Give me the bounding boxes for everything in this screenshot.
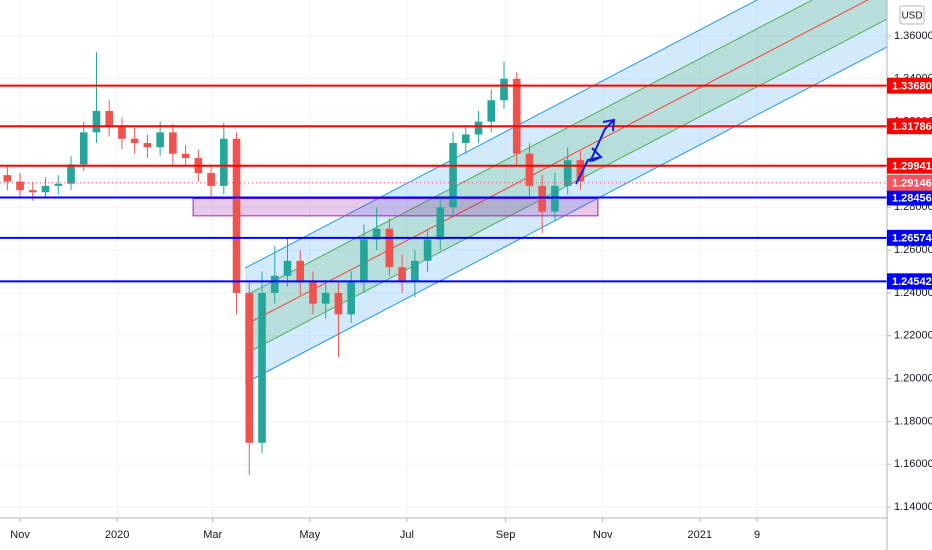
x-tick-label: May [299, 529, 320, 541]
candle-body [436, 207, 445, 240]
candle-body [321, 292, 330, 304]
candle-body [411, 260, 419, 283]
candle-body [232, 138, 241, 293]
candle-body [449, 143, 457, 208]
y-tick-label: 1.16000 [894, 458, 932, 470]
arrows [575, 118, 616, 185]
overlay: 1.33680 1.31786 1.29941 1.28456 1.26574 1.245… [887, 77, 932, 290]
candle-body [67, 164, 75, 184]
last-price-label: 1.29146 [892, 178, 932, 190]
candle-body [118, 125, 126, 139]
candle-body [143, 143, 152, 148]
candle-body [219, 138, 228, 186]
candle-body [283, 260, 292, 276]
candle-body [92, 110, 101, 133]
candle-body [245, 292, 254, 443]
candle-body [500, 78, 508, 101]
candle-body [347, 282, 355, 315]
candle-body [16, 181, 24, 191]
y-tick-label: 1.36000 [894, 30, 932, 42]
level-label: 1.26574 [892, 233, 932, 245]
candle-body [551, 185, 559, 212]
zone [192, 198, 599, 217]
channel-line [244, 0, 759, 269]
level-label: 1.24542 [892, 276, 932, 288]
x-tick-label: Mar [203, 529, 222, 541]
candle-body [461, 134, 470, 144]
grid [0, 0, 887, 518]
candle-body [105, 110, 114, 126]
x-tick-label: Nov [593, 529, 613, 541]
candle-body [54, 183, 63, 186]
candle-body [41, 185, 50, 193]
candle-body [576, 160, 585, 182]
y-tick-label: 1.26000 [894, 244, 932, 256]
last-price-box [887, 174, 932, 191]
candle-body [28, 190, 37, 193]
candle-body [156, 132, 164, 148]
x-tick-label: Jul [400, 529, 414, 541]
candle-body [169, 132, 177, 154]
candle-body [385, 228, 394, 268]
candle-body [423, 239, 432, 261]
candle-body [512, 78, 521, 154]
candle-body [258, 292, 266, 443]
candle-body [563, 160, 572, 186]
arrow [589, 119, 615, 163]
currency: USD [901, 11, 922, 22]
arrow-head [602, 118, 616, 132]
channel-line [244, 0, 869, 326]
level-label: 1.29941 [892, 161, 932, 173]
level-label-box [887, 273, 932, 290]
x-tick-label: 2020 [105, 529, 129, 541]
currency-box[interactable] [899, 5, 925, 25]
x-tick-label: Sep [496, 529, 516, 541]
candle-body [270, 275, 279, 293]
level-label-box [887, 229, 932, 246]
candle-body [181, 153, 190, 159]
candle-body [360, 239, 368, 283]
x-tick-label: Nov [10, 529, 30, 541]
level-label: 1.28456 [892, 192, 932, 204]
channel-fill [244, 0, 887, 384]
candle-body [474, 121, 483, 135]
candle-body [398, 267, 406, 283]
candle-body [372, 228, 381, 240]
y-tick-label: 1.18000 [894, 415, 932, 427]
level-label: 1.31786 [892, 121, 932, 133]
x-tick-label: 2021 [688, 529, 712, 541]
channel-line [244, 46, 887, 384]
level-label-box [887, 118, 932, 135]
candle-body [207, 173, 215, 186]
y-tick-label: 1.22000 [894, 330, 932, 342]
candle-body [334, 292, 343, 315]
candle-body [538, 185, 547, 212]
y-tick-label: 1.14000 [894, 501, 932, 513]
level-label: 1.33680 [892, 81, 932, 93]
candle-body [487, 100, 496, 122]
candle-body [130, 138, 139, 144]
candle-body [525, 153, 534, 186]
candle-body [296, 260, 305, 283]
candle-body [3, 175, 12, 182]
candle-body [79, 132, 88, 165]
y-tick-label: 1.20000 [894, 373, 932, 385]
level-label-box [887, 77, 932, 94]
channel-line [244, 0, 814, 297]
y-tick-label: 1.24000 [894, 287, 932, 299]
x-tick-label: 9 [754, 529, 760, 541]
candle-body [309, 282, 317, 304]
level-label-box [887, 189, 932, 206]
plot-area [0, 0, 887, 475]
level-label-box [887, 157, 932, 174]
